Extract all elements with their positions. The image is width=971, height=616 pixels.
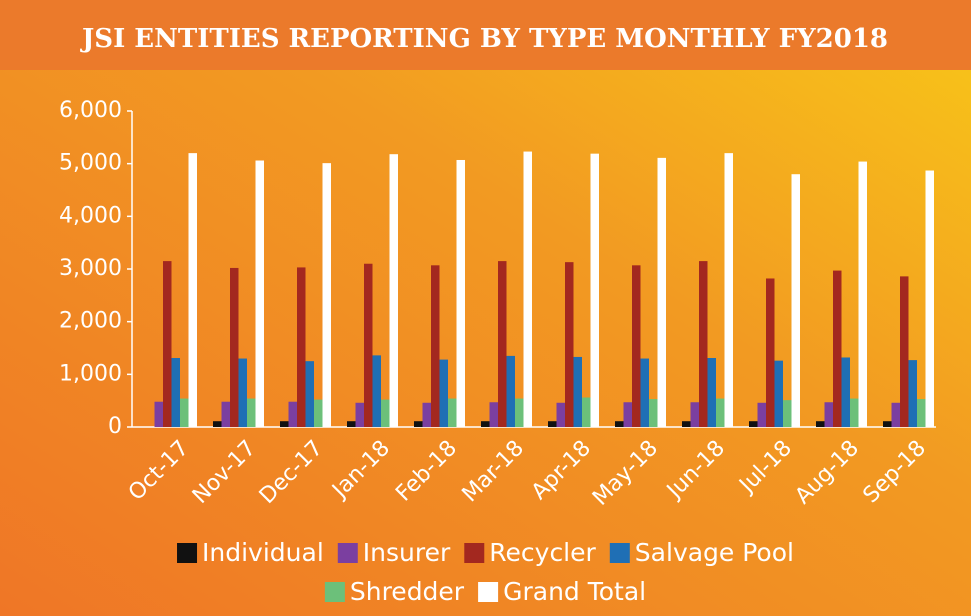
bar [565, 262, 574, 427]
bar [255, 160, 264, 428]
bar [238, 358, 247, 427]
bar [456, 159, 465, 428]
bar [707, 358, 716, 427]
bar [908, 360, 917, 427]
y-tick-label: 5,000 [59, 151, 122, 176]
bar [314, 399, 323, 427]
bar [749, 421, 758, 427]
bar [347, 421, 356, 427]
bar [506, 355, 515, 427]
legend-label: Salvage Pool [635, 538, 794, 567]
bar [615, 421, 624, 427]
bar [582, 397, 591, 427]
bar [632, 265, 641, 427]
chart-title: JSI ENTITIES REPORTING BY TYPE MONTHLY F… [80, 24, 888, 54]
bar [297, 267, 306, 427]
legend-swatch [337, 543, 358, 563]
bar [649, 399, 658, 427]
bar [288, 401, 297, 427]
bar [850, 398, 859, 427]
bar [548, 421, 557, 427]
bar [690, 402, 699, 427]
bar [724, 153, 733, 427]
bar [431, 265, 440, 427]
bar [280, 421, 289, 427]
bar [925, 170, 934, 427]
bar [305, 361, 314, 427]
bar [188, 153, 197, 427]
bar [389, 154, 398, 428]
bar [716, 398, 725, 427]
bar [833, 270, 842, 427]
bar [372, 355, 381, 427]
bar [230, 267, 239, 427]
legend-swatch [478, 582, 499, 602]
bar [573, 356, 582, 427]
bar [917, 399, 926, 427]
bar [682, 421, 691, 427]
bar [766, 278, 775, 427]
bar [355, 402, 364, 427]
y-tick-label: 0 [108, 414, 122, 439]
bar [381, 399, 390, 427]
bar [640, 358, 649, 427]
bar [180, 398, 189, 427]
title-band [0, 0, 971, 70]
bar [783, 400, 792, 427]
bar [523, 151, 532, 427]
legend-swatch [324, 582, 345, 602]
bar [515, 398, 524, 427]
bar [699, 261, 708, 427]
bar [791, 174, 800, 427]
y-tick-label: 3,000 [59, 256, 122, 281]
legend-label: Individual [202, 538, 324, 567]
legend-label: Shredder [350, 577, 465, 606]
legend-row: Individual Insurer Recycler Salvage Pool [177, 538, 794, 567]
bar [657, 157, 666, 427]
bar [439, 359, 448, 427]
bar [221, 401, 230, 427]
legend-label: Recycler [489, 538, 596, 567]
bar [489, 402, 498, 427]
bar [841, 357, 850, 427]
bar [163, 261, 172, 427]
bar [824, 402, 833, 427]
bar [816, 421, 825, 427]
bar [556, 402, 565, 427]
bar [891, 402, 900, 427]
legend-swatch [177, 543, 198, 563]
bar [414, 421, 423, 427]
bar [364, 263, 373, 427]
legend-swatch [609, 543, 630, 563]
bar [883, 421, 892, 427]
bar [213, 421, 222, 427]
legend-row: Shredder Grand Total [324, 577, 646, 606]
bar [623, 402, 632, 427]
bar [590, 153, 599, 427]
bar [498, 261, 507, 427]
y-tick-label: 6,000 [59, 98, 122, 123]
bar [322, 163, 331, 427]
y-tick-label: 4,000 [59, 203, 122, 228]
bar [247, 398, 256, 427]
bar [448, 398, 457, 427]
bar [422, 402, 431, 427]
bar [774, 360, 783, 427]
bar [171, 358, 180, 427]
bar [858, 161, 867, 427]
y-tick-label: 2,000 [59, 309, 122, 334]
legend-label: Insurer [363, 538, 451, 567]
legend-swatch [464, 543, 485, 563]
legend-label: Grand Total [503, 577, 646, 606]
bar [757, 402, 766, 427]
bar [481, 421, 490, 427]
bar [154, 401, 163, 427]
y-tick-label: 1,000 [59, 361, 122, 386]
bar [900, 276, 909, 427]
